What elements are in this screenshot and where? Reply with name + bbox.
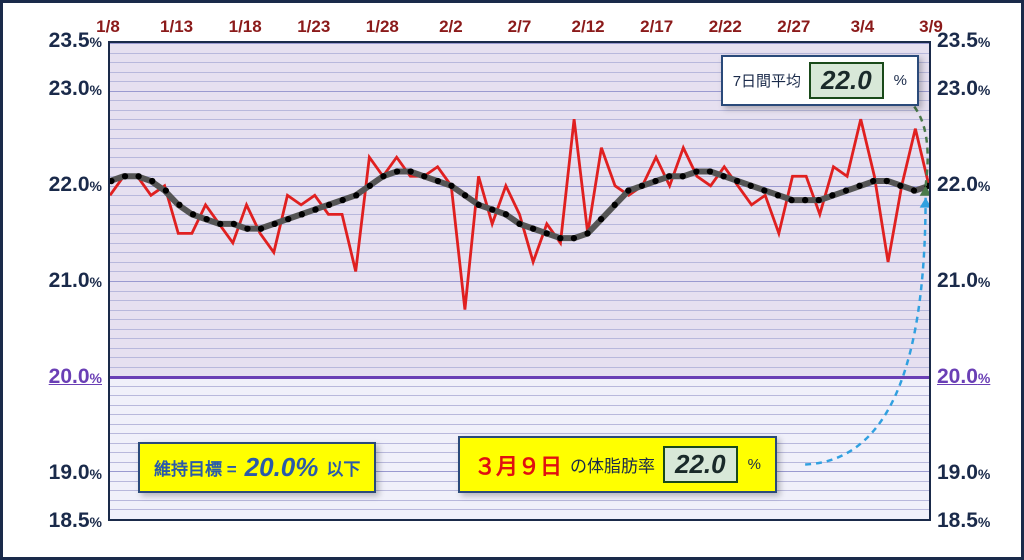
y-tick-label: 20.0% xyxy=(12,365,102,389)
plot-area: 18.5%18.5%19.0%19.0%20.0%20.0%21.0%21.0%… xyxy=(108,41,931,521)
y-tick-label: 23.5% xyxy=(12,29,102,53)
x-tick-label: 2/27 xyxy=(777,17,810,37)
target-box: 維持目標 = 20.0% 以下 xyxy=(138,442,376,493)
y-tick-label: 23.0% xyxy=(937,77,1024,101)
x-axis: 1/81/131/181/231/282/22/72/122/172/222/2… xyxy=(108,11,931,41)
y-tick-label: 23.0% xyxy=(12,77,102,101)
daily-pct: % xyxy=(748,456,761,473)
y-tick-label: 18.5% xyxy=(12,509,102,533)
daily-value-box: ３月９日 の体脂肪率 22.0 % xyxy=(458,436,777,493)
chart-frame: 1/81/131/181/231/282/22/72/122/172/222/2… xyxy=(0,0,1024,560)
target-suffix: 以下 xyxy=(326,455,360,480)
x-tick-label: 2/22 xyxy=(709,17,742,37)
x-tick-label: 2/12 xyxy=(572,17,605,37)
seven-day-avg-label: 7日間平均 xyxy=(733,70,801,91)
daily-date: ３月９日 xyxy=(474,449,562,481)
callout-arrow-daily xyxy=(805,198,925,465)
target-value: 20.0% xyxy=(245,452,319,483)
x-tick-label: 1/13 xyxy=(160,17,193,37)
seven-day-avg-value: 22.0 xyxy=(809,62,884,99)
y-tick-label: 19.0% xyxy=(12,461,102,485)
x-tick-label: 2/2 xyxy=(439,17,463,37)
x-tick-label: 3/4 xyxy=(851,17,875,37)
daily-label: の体脂肪率 xyxy=(570,452,655,477)
y-tick-label: 22.0% xyxy=(12,173,102,197)
target-label: 維持目標 = xyxy=(154,455,237,480)
callout-arrow-avg xyxy=(898,93,928,186)
y-tick-label: 21.0% xyxy=(937,269,1024,293)
x-tick-label: 2/17 xyxy=(640,17,673,37)
seven-day-avg-box: 7日間平均 22.0 % xyxy=(721,55,919,106)
daily-value: 22.0 xyxy=(663,446,738,483)
y-tick-label: 21.0% xyxy=(12,269,102,293)
x-tick-label: 1/18 xyxy=(229,17,262,37)
x-tick-label: 2/7 xyxy=(508,17,532,37)
x-tick-label: 1/28 xyxy=(366,17,399,37)
y-tick-label: 19.0% xyxy=(937,461,1024,485)
y-tick-label: 23.5% xyxy=(937,29,1024,53)
seven-day-avg-pct: % xyxy=(894,72,907,89)
y-tick-label: 18.5% xyxy=(937,509,1024,533)
x-tick-label: 1/23 xyxy=(297,17,330,37)
y-tick-label: 20.0% xyxy=(937,365,1024,389)
y-tick-label: 22.0% xyxy=(937,173,1024,197)
